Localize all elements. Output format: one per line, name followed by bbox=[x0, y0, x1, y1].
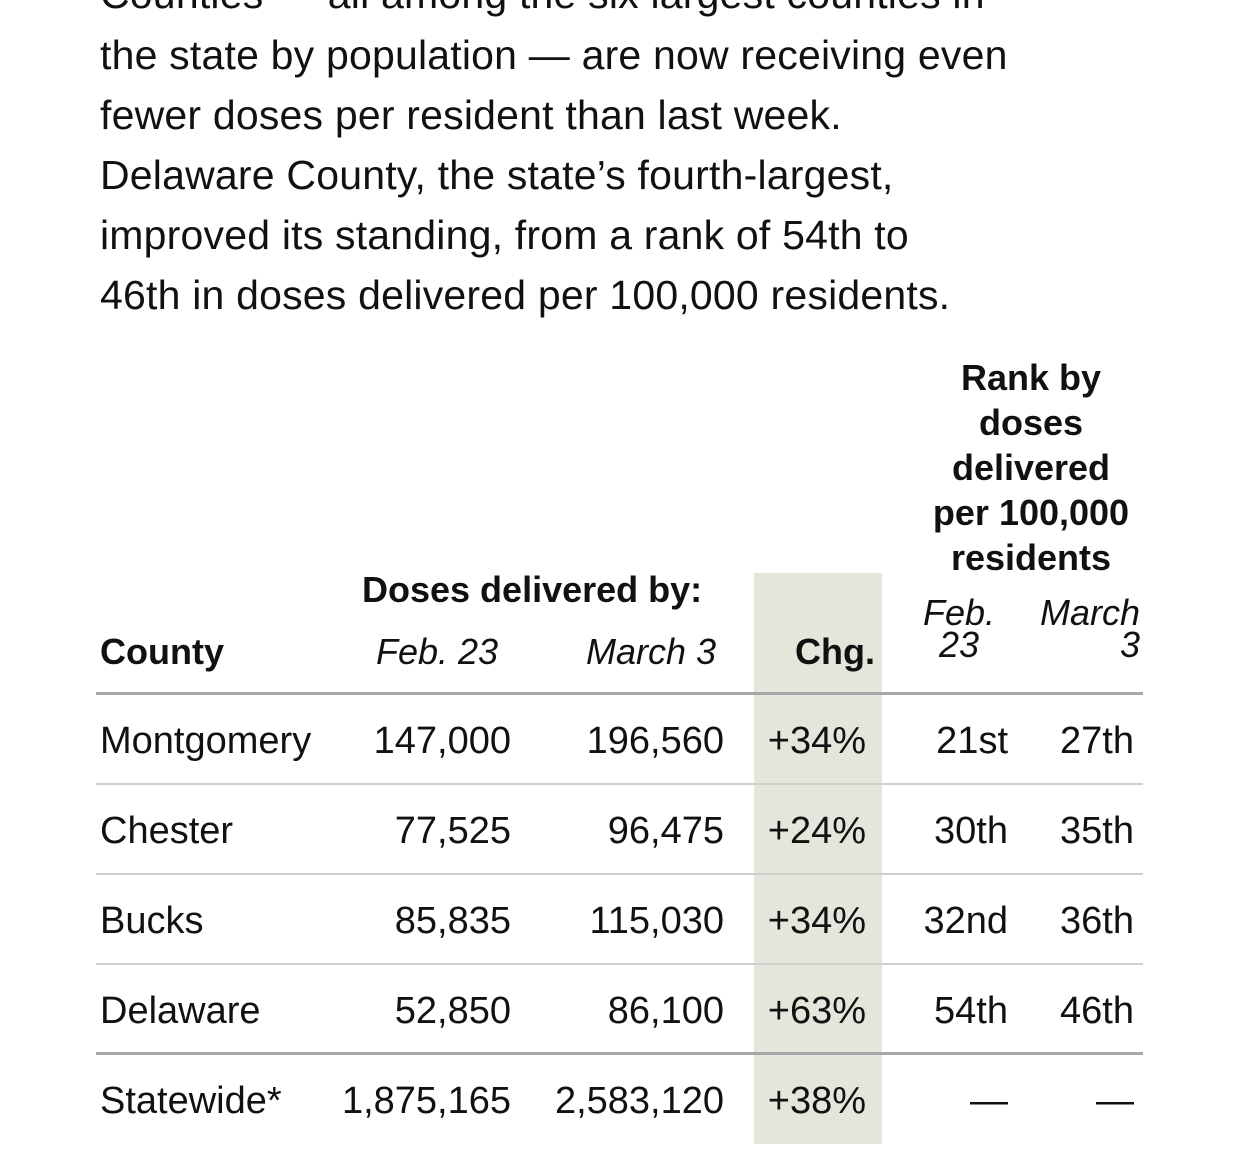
change-column-header: Chg. bbox=[795, 631, 875, 672]
feb-23-column-header: Feb. 23 bbox=[376, 631, 499, 672]
county-cell: Montgomery bbox=[100, 720, 312, 762]
county-cell: Delaware bbox=[100, 990, 261, 1032]
rank-mar-header-line: 3 bbox=[1119, 624, 1140, 665]
county-column-header: County bbox=[100, 631, 224, 672]
intro-line: Counties — all among the six largest cou… bbox=[100, 0, 985, 24]
table-row: Chester 77,525 96,475 +24% 30th 35th bbox=[0, 786, 1242, 876]
rank-feb-cell: — bbox=[970, 1080, 1008, 1122]
rank-feb-cell: 30th bbox=[934, 810, 1008, 852]
rank-header-line: Rank by bbox=[960, 357, 1102, 398]
rank-feb-23-column-header: Feb. 23 bbox=[919, 592, 999, 665]
march-doses-cell: 86,100 bbox=[607, 990, 724, 1032]
intro-line: the state by population — are now receiv… bbox=[100, 32, 1008, 78]
county-cell: Statewide* bbox=[100, 1080, 282, 1122]
change-cell: +24% bbox=[767, 810, 866, 852]
march-doses-cell: 115,030 bbox=[589, 900, 724, 942]
feb-doses-cell: 1,875,165 bbox=[341, 1080, 511, 1122]
rank-march-cell: — bbox=[1096, 1080, 1134, 1122]
doses-delivered-group-header: Doses delivered by: bbox=[362, 569, 703, 610]
rank-feb-cell: 32nd bbox=[923, 900, 1008, 942]
feb-doses-cell: 147,000 bbox=[373, 720, 511, 762]
march-3-column-header: March 3 bbox=[586, 631, 717, 672]
rank-header-line: delivered bbox=[951, 447, 1111, 488]
rank-march-cell: 46th bbox=[1060, 990, 1134, 1032]
march-doses-cell: 96,475 bbox=[607, 810, 724, 852]
rank-feb-cell: 54th bbox=[934, 990, 1008, 1032]
rank-header-line: residents bbox=[950, 537, 1112, 578]
rank-march-cell: 27th bbox=[1060, 720, 1134, 762]
rank-march-cell: 36th bbox=[1060, 900, 1134, 942]
table-row-total: Statewide* 1,875,165 2,583,120 +38% — — bbox=[0, 1056, 1242, 1146]
rank-group-header: Rank by doses delivered per 100,000 resi… bbox=[910, 355, 1152, 580]
header-divider bbox=[96, 692, 1143, 695]
rank-mar-header-line: March bbox=[1039, 592, 1140, 633]
feb-doses-cell: 52,850 bbox=[394, 990, 511, 1032]
total-divider bbox=[96, 1052, 1143, 1055]
row-divider bbox=[96, 963, 1143, 965]
change-cell: +34% bbox=[767, 900, 866, 942]
county-cell: Chester bbox=[100, 810, 234, 852]
change-cell: +38% bbox=[767, 1080, 866, 1122]
change-cell: +63% bbox=[767, 990, 866, 1032]
change-cell: +34% bbox=[767, 720, 866, 762]
county-cell: Bucks bbox=[100, 900, 204, 942]
row-divider bbox=[96, 783, 1143, 785]
rank-march-cell: 35th bbox=[1060, 810, 1134, 852]
rank-feb-cell: 21st bbox=[936, 720, 1008, 762]
rank-header-line: doses bbox=[978, 402, 1084, 443]
rank-header-line: per 100,000 bbox=[932, 492, 1130, 533]
table-row: Montgomery 147,000 196,560 +34% 21st 27t… bbox=[0, 696, 1242, 786]
intro-line: fewer doses per resident than last week. bbox=[100, 92, 842, 138]
rank-march-3-column-header: March 3 bbox=[1030, 592, 1140, 665]
intro-line: 46th in doses delivered per 100,000 resi… bbox=[100, 272, 951, 318]
intro-line: Delaware County, the state’s fourth-larg… bbox=[100, 152, 894, 198]
table-row: Bucks 85,835 115,030 +34% 32nd 36th bbox=[0, 876, 1242, 966]
intro-line: improved its standing, from a rank of 54… bbox=[100, 212, 909, 258]
march-doses-cell: 196,560 bbox=[586, 720, 724, 762]
change-column-highlight bbox=[754, 573, 882, 1144]
march-doses-cell: 2,583,120 bbox=[554, 1080, 724, 1122]
row-divider bbox=[96, 873, 1143, 875]
rank-feb-header-line: Feb. bbox=[922, 592, 996, 633]
feb-doses-cell: 77,525 bbox=[394, 810, 511, 852]
table-row: Delaware 52,850 86,100 +63% 54th 46th bbox=[0, 966, 1242, 1056]
feb-doses-cell: 85,835 bbox=[394, 900, 511, 942]
rank-feb-header-line: 23 bbox=[938, 624, 980, 665]
